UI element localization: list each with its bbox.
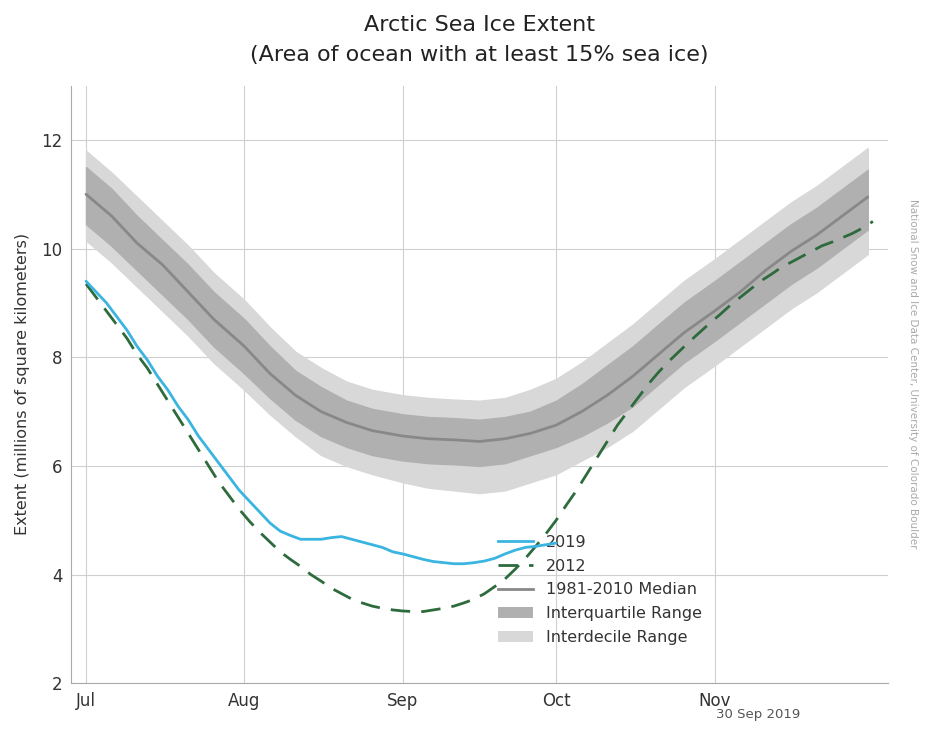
Legend: 2019, 2012, 1981-2010 Median, Interquartile Range, Interdecile Range: 2019, 2012, 1981-2010 Median, Interquart…	[492, 528, 709, 651]
Text: 30 Sep 2019: 30 Sep 2019	[716, 708, 800, 721]
Y-axis label: Extent (millions of square kilometers): Extent (millions of square kilometers)	[15, 233, 30, 536]
Text: National Snow and Ice Data Center, University of Colorado Boulder: National Snow and Ice Data Center, Unive…	[908, 199, 917, 548]
Title: Arctic Sea Ice Extent
(Area of ocean with at least 15% sea ice): Arctic Sea Ice Extent (Area of ocean wit…	[250, 15, 709, 64]
